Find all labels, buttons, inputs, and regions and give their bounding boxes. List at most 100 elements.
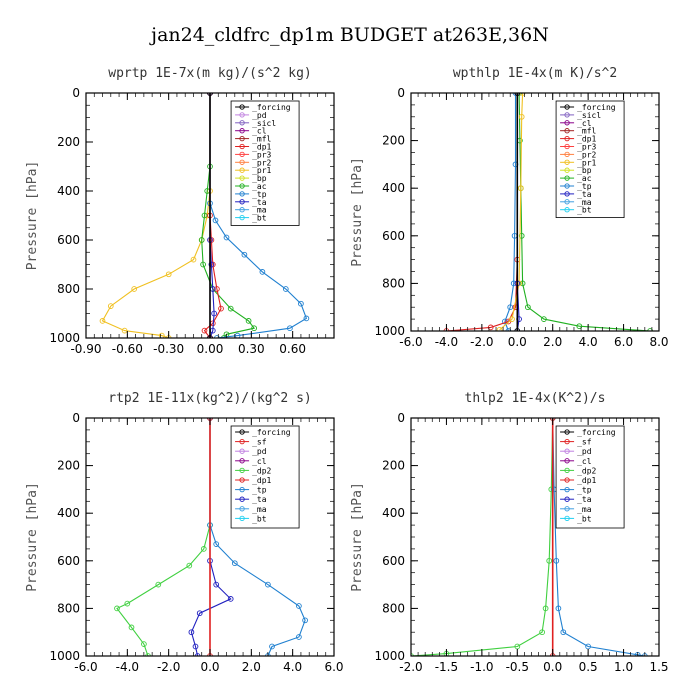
legend-item: _pr1: [560, 158, 597, 167]
data-point: [282, 286, 289, 292]
legend-label: _forcing: [577, 103, 616, 112]
legend-label: _cl: [577, 457, 592, 466]
data-point: [121, 327, 128, 334]
legend-item: _dp2: [235, 466, 272, 475]
legend-label: _sf: [577, 438, 592, 447]
legend-item: _pd: [235, 111, 267, 120]
data-point: [505, 328, 512, 331]
y-tick-label: 600: [57, 233, 80, 247]
series-ta: [188, 418, 234, 656]
legend-label: _pr3: [577, 143, 596, 152]
series-dp1: [201, 93, 224, 338]
legend-marker: [564, 112, 570, 118]
series-forcing: [549, 418, 556, 656]
x-tick-label: -0.5: [506, 660, 529, 674]
y-axis-label: Pressure [hPa]: [350, 482, 365, 592]
legend-item: _forcing: [560, 428, 616, 437]
legend-item: _pr3: [235, 150, 272, 159]
legend-label: _ma: [577, 505, 592, 514]
legend-marker: [564, 477, 570, 483]
legend-marker: [564, 120, 570, 126]
legend-marker: [239, 191, 245, 197]
legend-label: _ta: [252, 198, 267, 207]
data-point: [509, 316, 515, 322]
legend-item: _dp1: [560, 476, 597, 485]
legend-item: _forcing: [560, 103, 616, 112]
legend-marker: [564, 175, 570, 181]
legend-item: _ac: [560, 174, 592, 183]
x-tick-label: -1.5: [435, 660, 458, 674]
x-tick-label: 2.0: [543, 335, 562, 349]
series-line: [504, 93, 517, 331]
data-point: [298, 300, 304, 307]
legend-item: _mfl: [560, 127, 597, 136]
legend-marker: [564, 128, 570, 134]
panel-title: wprtp 1E-7x(m kg)/(s^2 kg): [108, 66, 312, 81]
y-tick-label: 400: [382, 506, 405, 520]
legend-marker: [239, 167, 245, 173]
data-point: [542, 605, 549, 612]
data-point: [211, 310, 217, 317]
legend-marker: [239, 467, 245, 474]
data-point: [201, 212, 208, 219]
series-dp1: [411, 418, 556, 656]
series-line: [411, 418, 554, 656]
legend-label: _sicl: [577, 111, 601, 120]
legend-marker: [564, 151, 570, 158]
y-tick-label: 1000: [374, 324, 405, 338]
plot-area: [443, 93, 653, 331]
y-tick-label: 1000: [374, 649, 405, 663]
legend-label: _dp1: [252, 143, 271, 152]
panel-4: thlp2 1E-4x(K^2)/s Pressure [hPa] -2.0 -1.5…: [350, 391, 669, 674]
legend-marker: [564, 458, 570, 464]
y-tick-label: 0: [72, 411, 80, 425]
data-point: [519, 93, 526, 96]
data-point: [269, 643, 275, 650]
legend-label: _bp: [577, 166, 592, 175]
legend-item: _bp: [560, 166, 592, 175]
series-line: [552, 418, 645, 656]
x-tick-label: 2.0: [242, 660, 261, 674]
legend-label: _bt: [577, 514, 592, 523]
legend-item: _cl: [560, 457, 592, 466]
legend-item: _ta: [235, 495, 267, 504]
legend-marker: [239, 120, 245, 126]
legend-marker: [564, 515, 570, 522]
x-tick-label: 6.0: [614, 335, 633, 349]
legend: _forcing_sicl_cl_mfl_dp1_pr3_pr2_pr1_bp_…: [555, 100, 625, 218]
legend-item: _cl: [235, 457, 267, 466]
data-point: [553, 557, 560, 564]
legend-label: _dp1: [577, 476, 596, 485]
legend-label: _ta: [252, 495, 267, 504]
panel-1: wprtp 1E-7x(m kg)/(s^2 kg) Pressure [hPa]…: [25, 66, 335, 356]
data-point: [214, 286, 220, 292]
data-point: [512, 93, 519, 96]
x-tick-label: -0.60: [112, 342, 143, 356]
data-point: [186, 562, 193, 569]
data-point: [114, 605, 120, 612]
legend-item: _dp1: [235, 476, 272, 485]
y-tick-label: 600: [57, 554, 80, 568]
legend-item: _ta: [560, 190, 592, 199]
y-tick-label: 800: [57, 282, 80, 296]
data-point: [245, 318, 252, 324]
y-tick-label: 800: [57, 601, 80, 615]
legend-label: _ta: [577, 495, 592, 504]
x-tick-label: 1.0: [614, 660, 633, 674]
legend: _forcing_pd_sicl_cl_mfl_dp1_pr3_pr2_pr1_…: [230, 100, 300, 226]
legend-item: _dp1: [560, 135, 597, 144]
figure-title: jan24_cldfrc_dp1m BUDGET at263E,36N: [149, 24, 549, 46]
legend-label: _dp1: [252, 476, 271, 485]
legend-item: _dp1: [235, 143, 272, 152]
legend-marker: [239, 104, 245, 110]
legend-marker: [239, 207, 245, 213]
legend-label: _dp2: [252, 466, 271, 475]
legend-marker: [239, 429, 245, 435]
x-tick-label: 0.5: [579, 660, 598, 674]
data-point: [155, 581, 162, 588]
x-tick-label: -2.0: [470, 335, 493, 349]
data-point: [496, 326, 503, 331]
y-tick-label: 200: [382, 134, 405, 148]
legend-label: _bt: [577, 206, 592, 215]
